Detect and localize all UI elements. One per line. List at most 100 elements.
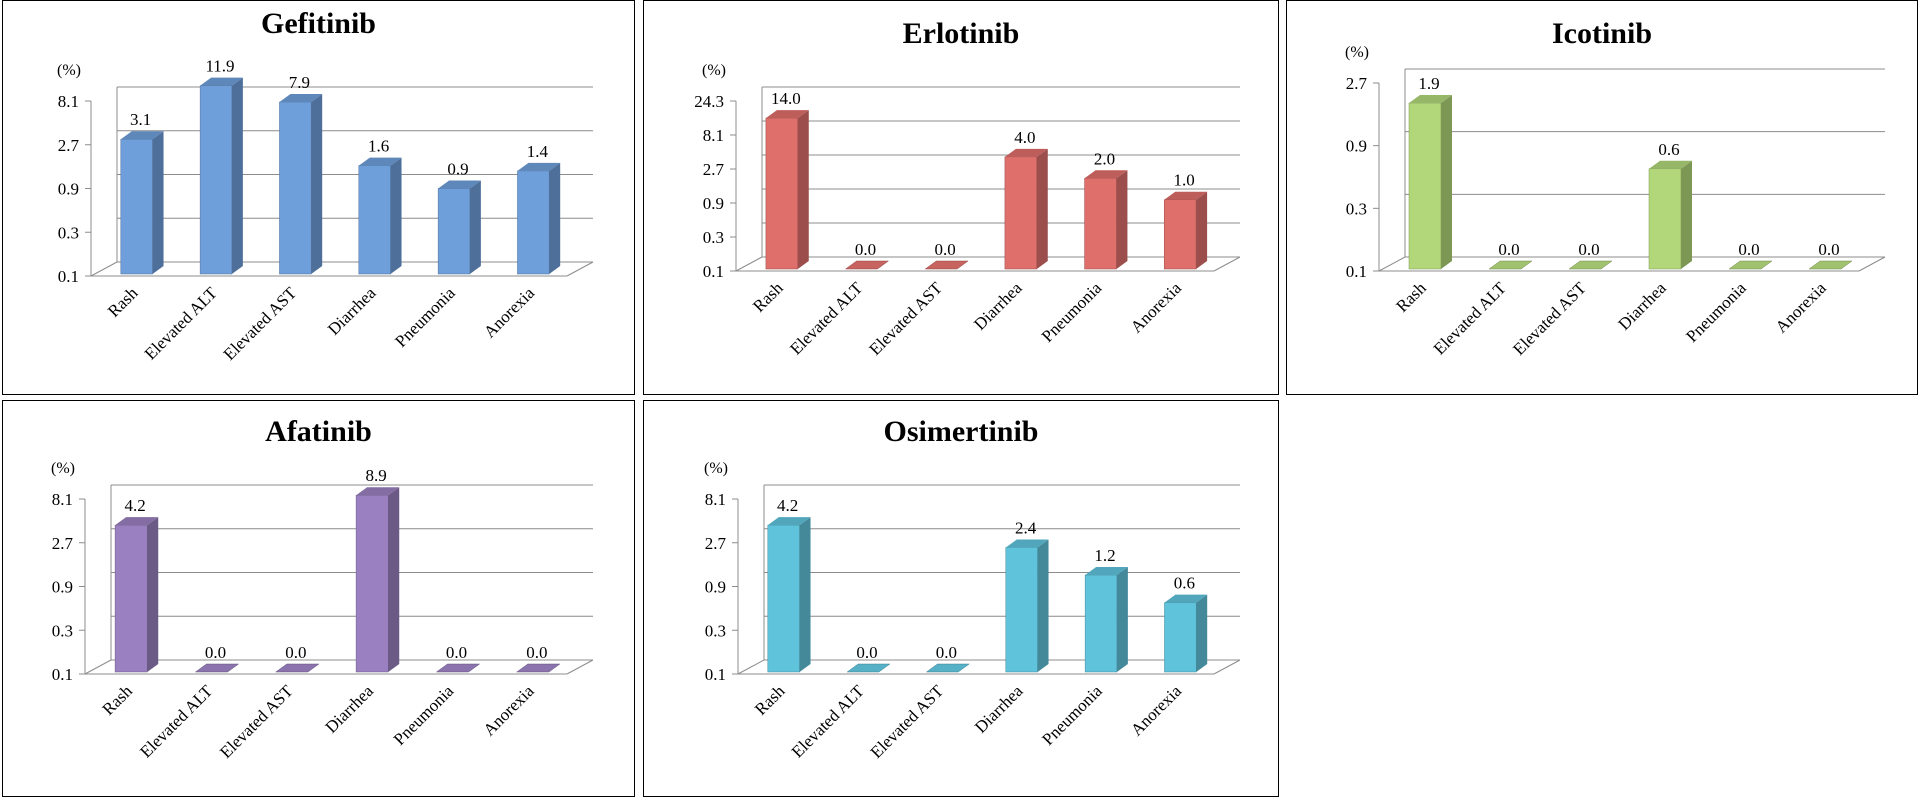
bar-top (1164, 594, 1208, 603)
bar-side (388, 487, 400, 672)
bar-top (515, 663, 561, 673)
y-tick-label: 2.7 (1346, 74, 1368, 93)
bar-side (1116, 170, 1128, 269)
bar-front (765, 117, 799, 270)
floor-right-edge (1213, 256, 1241, 272)
chart-panel-gefitinib: Gefitinib 0.1 0.3 0.9 2.7 8.1 (%) 3.1 Rash 11.9 E… (2, 0, 635, 395)
bar-front (1084, 574, 1118, 673)
bar-chart: 0.1 0.3 0.9 2.7 (%) 1.9 Rash 0.0 Elevated ALT 0.0… (1345, 44, 1886, 359)
y-tick-label: 0.3 (1346, 199, 1367, 218)
bar (199, 77, 243, 275)
x-tick-label: Diarrhea (970, 278, 1026, 334)
bar-side (390, 157, 402, 274)
bar-top (844, 260, 890, 270)
y-unit-label: (%) (51, 460, 75, 477)
bar-front (114, 524, 148, 673)
data-label: 4.0 (1014, 128, 1035, 147)
bar-top (279, 93, 323, 102)
x-tick-label: Anorexia (480, 283, 538, 341)
x-tick-label: Elevated ALT (786, 278, 867, 359)
y-tick-label: 8.1 (58, 92, 79, 111)
y-tick-label: 0.3 (58, 223, 79, 242)
data-label: 0.0 (856, 643, 877, 662)
y-tick-label: 8.1 (705, 490, 726, 509)
floor-right-edge (1213, 659, 1241, 675)
bar (279, 93, 323, 275)
chart-panel-osimertinib: Osimertinib 0.1 0.3 0.9 2.7 8.1 (%) 4.2 Rash 0.0… (643, 400, 1279, 797)
bar-top (1649, 160, 1692, 169)
bar-top (924, 260, 969, 270)
bar-front (199, 85, 233, 275)
bar (846, 663, 891, 673)
data-label: 0.0 (446, 643, 467, 662)
chart-title: Osimertinib (883, 415, 1039, 448)
y-tick-label: 8.1 (703, 126, 724, 145)
x-tick-label: Anorexia (1127, 681, 1185, 739)
x-tick-label: Elevated ALT (136, 681, 217, 762)
bar-top (356, 487, 400, 496)
bar-front (120, 138, 153, 275)
bar (1164, 594, 1208, 673)
bar-chart: 0.1 0.3 0.9 2.7 8.1 (%) 3.1 Rash 11.9 Elevated AL… (57, 57, 594, 364)
floor-left-edge (84, 659, 112, 675)
bar-front (1084, 178, 1117, 270)
y-unit-label: (%) (57, 62, 81, 79)
data-label: 2.4 (1015, 518, 1037, 537)
bar-side (1681, 160, 1692, 269)
bar-front (355, 494, 389, 673)
data-label: 11.9 (205, 57, 234, 76)
bar-side (1196, 594, 1208, 672)
floor-left-edge (735, 256, 763, 272)
y-tick-label: 0.1 (1346, 262, 1367, 281)
bar-top (846, 663, 891, 673)
chart-title: Erlotinib (902, 17, 1020, 50)
y-tick-label: 0.1 (703, 262, 724, 281)
x-tick-label: Elevated AST (220, 283, 301, 364)
y-tick-label: 0.9 (52, 578, 73, 597)
bar (1488, 260, 1533, 270)
bar-top (438, 180, 481, 189)
x-tick-label: Elevated AST (865, 278, 946, 359)
bar-top (1085, 567, 1128, 576)
data-label: 0.0 (936, 643, 957, 662)
data-label: 0.0 (285, 643, 306, 662)
data-label: 0.0 (1498, 240, 1519, 259)
data-label: 2.0 (1094, 149, 1115, 168)
floor-right-edge (566, 261, 594, 277)
data-label: 1.2 (1094, 546, 1115, 565)
y-unit-label: (%) (702, 62, 726, 79)
bar-side (147, 517, 159, 672)
bar-top (1728, 260, 1773, 270)
bar-side (152, 131, 164, 274)
bar-top (925, 663, 970, 673)
data-label: 1.0 (1174, 171, 1195, 190)
bar-side (1441, 95, 1452, 270)
bar-front (1004, 156, 1038, 270)
y-tick-label: 2.7 (52, 534, 74, 553)
bar (924, 260, 969, 270)
bar-top (120, 131, 164, 140)
bar-top (1004, 148, 1048, 157)
chart-panel-icotinib: Icotinib 0.1 0.3 0.9 2.7 (%) 1.9 Rash 0.0 Elevat… (1286, 0, 1918, 395)
y-tick-label: 0.1 (52, 665, 73, 684)
bar-front (279, 101, 312, 275)
bar (1408, 95, 1452, 270)
data-label: 3.1 (130, 110, 151, 129)
data-label: 8.9 (366, 466, 387, 485)
bar-top (115, 517, 159, 526)
x-tick-label: Diarrhea (971, 681, 1027, 737)
bar (925, 663, 970, 673)
bar (1005, 539, 1049, 673)
data-label: 0.6 (1174, 574, 1195, 593)
bar (120, 131, 164, 275)
bar (437, 180, 481, 275)
x-tick-label: Anorexia (479, 681, 537, 739)
bar-side (799, 517, 811, 672)
bar-top (200, 77, 243, 86)
data-label: 14.0 (771, 89, 801, 108)
bar-top (358, 157, 402, 166)
bar-side (231, 77, 243, 275)
bar-top (1409, 95, 1452, 104)
x-tick-label: Pneumonia (1682, 278, 1750, 346)
bar-side (1037, 539, 1049, 672)
